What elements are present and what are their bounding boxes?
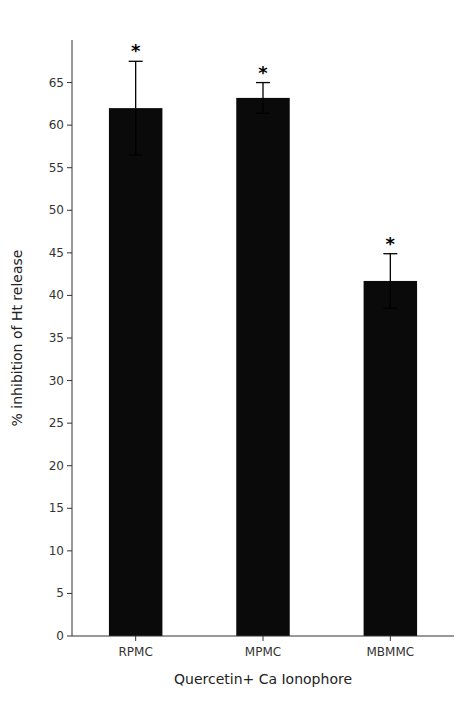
y-tick — [67, 380, 72, 381]
annotations: * * * — [131, 40, 396, 253]
error-bar — [129, 61, 143, 155]
y-tick-label: 40 — [49, 288, 64, 302]
error-line — [390, 254, 391, 308]
y-tick — [67, 338, 72, 339]
y-tick-label: 0 — [56, 629, 64, 643]
y-tick — [67, 636, 72, 637]
x-axis-label: Quercetin+ Ca Ionophore — [174, 671, 352, 687]
y-tick — [67, 167, 72, 168]
x-tick — [135, 636, 136, 641]
y-tick-label: 60 — [49, 118, 64, 132]
x-tick-label: MPMC — [245, 645, 281, 659]
error-bar — [256, 83, 270, 114]
y-tick — [67, 252, 72, 253]
bar — [236, 98, 289, 636]
significance-label: * — [386, 233, 396, 254]
y-tick-label: 45 — [49, 246, 64, 260]
y-tick-label: 55 — [49, 161, 64, 175]
y-tick — [67, 210, 72, 211]
y-tick — [67, 508, 72, 509]
error-bar — [383, 254, 397, 308]
marks — [109, 61, 417, 636]
chart-container: * * * 0 5 10 15 20 25 30 35 40 45 50 55 60 65 RPMC MPMC MBM… — [0, 0, 474, 708]
x-tick — [390, 636, 391, 641]
error-cap — [129, 154, 143, 155]
y-tick-label: 5 — [56, 586, 64, 600]
y-tick-label: 50 — [49, 203, 64, 217]
error-cap — [256, 113, 270, 114]
y-tick-label: 25 — [49, 416, 64, 430]
y-tick-label: 20 — [49, 459, 64, 473]
error-line — [262, 83, 263, 114]
y-tick-label: 35 — [49, 331, 64, 345]
significance-label: * — [131, 40, 141, 61]
y-axis-label: % inhibition of Ht release — [9, 250, 25, 427]
y-tick — [67, 125, 72, 126]
y-tick — [67, 550, 72, 551]
axes: 0 5 10 15 20 25 30 35 40 45 50 55 60 65 RPMC MPMC MBMMC — [49, 40, 454, 659]
y-tick-label: 15 — [49, 501, 64, 515]
bar — [109, 108, 162, 636]
x-tick — [263, 636, 264, 641]
y-tick — [67, 593, 72, 594]
error-line — [135, 61, 136, 155]
y-tick-label: 30 — [49, 374, 64, 388]
y-tick — [67, 423, 72, 424]
y-tick — [67, 82, 72, 83]
y-tick — [67, 295, 72, 296]
bar — [364, 281, 417, 636]
x-tick-label: RPMC — [119, 645, 153, 659]
significance-label: * — [258, 62, 268, 83]
error-cap — [383, 308, 397, 309]
background — [0, 0, 474, 708]
chart-svg: * * * 0 5 10 15 20 25 30 35 40 45 50 55 60 65 RPMC MPMC MBM… — [0, 0, 474, 708]
y-tick-label: 10 — [49, 544, 64, 558]
x-tick-label: MBMMC — [366, 645, 414, 659]
y-tick-label: 65 — [49, 76, 64, 90]
y-tick — [67, 465, 72, 466]
